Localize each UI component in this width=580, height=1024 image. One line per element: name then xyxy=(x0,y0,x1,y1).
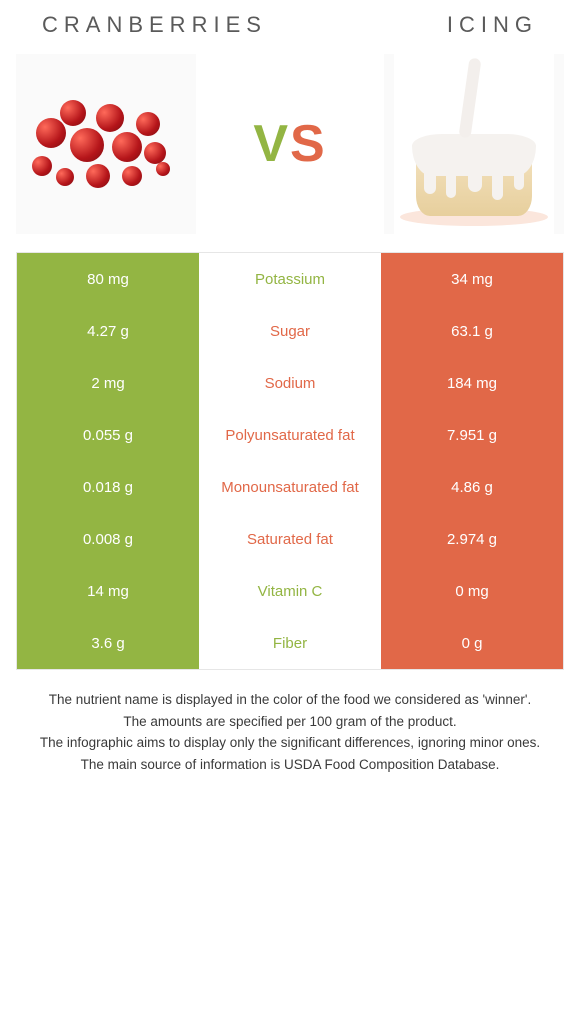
icing-image xyxy=(384,54,564,234)
cranberries-image xyxy=(16,54,196,234)
nutrient-name: Vitamin C xyxy=(199,565,381,617)
nutrient-name: Fiber xyxy=(199,617,381,669)
footer-line-3: The infographic aims to display only the… xyxy=(24,733,556,753)
left-value: 0.055 g xyxy=(17,409,199,461)
table-row: 0.008 gSaturated fat2.974 g xyxy=(17,513,563,565)
table-row: 0.018 gMonounsaturated fat4.86 g xyxy=(17,461,563,513)
nutrient-name: Saturated fat xyxy=(199,513,381,565)
right-value: 7.951 g xyxy=(381,409,563,461)
right-value: 63.1 g xyxy=(381,305,563,357)
vs-s-letter: S xyxy=(290,115,327,173)
left-value: 14 mg xyxy=(17,565,199,617)
nutrient-name: Polyunsaturated fat xyxy=(199,409,381,461)
table-row: 4.27 gSugar63.1 g xyxy=(17,305,563,357)
nutrient-comparison-table: 80 mgPotassium34 mg4.27 gSugar63.1 g2 mg… xyxy=(16,252,564,670)
right-food-title: ICING xyxy=(447,12,538,38)
nutrient-name: Monounsaturated fat xyxy=(199,461,381,513)
right-value: 0 mg xyxy=(381,565,563,617)
left-value: 80 mg xyxy=(17,253,199,305)
right-value: 184 mg xyxy=(381,357,563,409)
table-row: 2 mgSodium184 mg xyxy=(17,357,563,409)
left-value: 3.6 g xyxy=(17,617,199,669)
footer-line-1: The nutrient name is displayed in the co… xyxy=(24,690,556,710)
table-row: 14 mgVitamin C0 mg xyxy=(17,565,563,617)
left-value: 4.27 g xyxy=(17,305,199,357)
right-value: 2.974 g xyxy=(381,513,563,565)
footer-line-4: The main source of information is USDA F… xyxy=(24,755,556,775)
table-row: 3.6 gFiber0 g xyxy=(17,617,563,669)
footer-line-2: The amounts are specified per 100 gram o… xyxy=(24,712,556,732)
nutrient-name: Sugar xyxy=(199,305,381,357)
left-value: 0.008 g xyxy=(17,513,199,565)
table-row: 80 mgPotassium34 mg xyxy=(17,253,563,305)
table-row: 0.055 gPolyunsaturated fat7.951 g xyxy=(17,409,563,461)
right-value: 0 g xyxy=(381,617,563,669)
nutrient-name: Potassium xyxy=(199,253,381,305)
right-value: 34 mg xyxy=(381,253,563,305)
left-food-title: CRANBERRIES xyxy=(42,12,267,38)
left-value: 2 mg xyxy=(17,357,199,409)
left-value: 0.018 g xyxy=(17,461,199,513)
vs-label: VS xyxy=(253,114,326,174)
right-value: 4.86 g xyxy=(381,461,563,513)
footer-notes: The nutrient name is displayed in the co… xyxy=(12,670,568,774)
vs-v-letter: V xyxy=(253,115,290,173)
nutrient-name: Sodium xyxy=(199,357,381,409)
